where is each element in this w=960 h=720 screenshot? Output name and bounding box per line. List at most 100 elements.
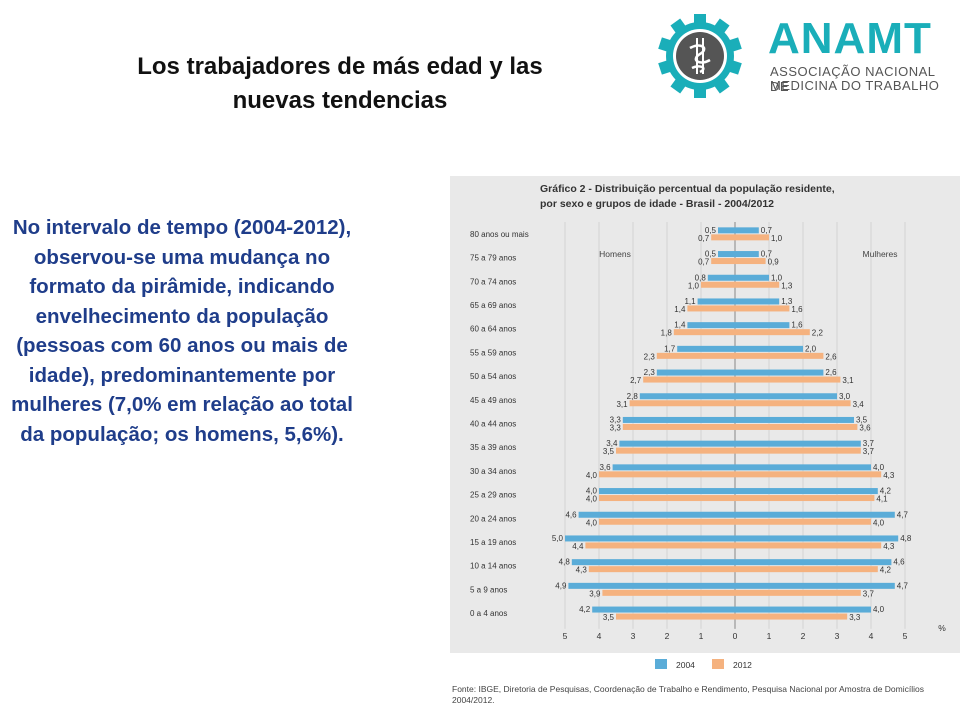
x-tick-label: 1 [699, 631, 704, 641]
age-group-label: 65 a 69 anos [470, 301, 516, 310]
bar-women-2012 [735, 400, 851, 407]
data-label-men-2012: 3,9 [589, 589, 601, 598]
bar-women-2004 [735, 606, 871, 613]
data-label-women-2012: 2,2 [812, 329, 824, 338]
data-label-women-2004: 4,7 [897, 581, 909, 590]
age-group-label: 80 anos ou mais [470, 230, 529, 239]
bar-women-2004 [735, 345, 803, 352]
bar-women-2012 [735, 281, 780, 288]
data-label-men-2012: 1,0 [688, 281, 700, 290]
bar-men-2004 [622, 416, 735, 423]
bar-men-2004 [568, 582, 735, 589]
bar-women-2012 [735, 305, 790, 312]
bar-men-2012 [643, 376, 735, 383]
data-label-women-2012: 4,3 [883, 471, 895, 480]
bar-women-2012 [735, 447, 861, 454]
bar-men-2004 [578, 511, 735, 518]
data-label-men-2004: 3,3 [610, 415, 622, 424]
data-label-women-2012: 4,2 [880, 566, 892, 575]
bar-men-2004 [619, 440, 735, 447]
bar-men-2004 [612, 464, 735, 471]
data-label-women-2004: 0,7 [761, 226, 773, 235]
data-label-men-2012: 1,8 [661, 329, 673, 338]
data-label-men-2004: 0,5 [705, 226, 717, 235]
data-label-women-2012: 3,4 [853, 400, 865, 409]
bar-men-2004 [687, 322, 735, 329]
data-label-men-2012: 4,0 [586, 495, 598, 504]
x-tick-label: 3 [835, 631, 840, 641]
bar-women-2004 [735, 251, 759, 258]
data-label-men-2012: 0,7 [698, 234, 710, 243]
data-label-women-2012: 2,6 [825, 352, 837, 361]
bar-women-2004 [735, 511, 895, 518]
data-label-women-2012: 4,0 [873, 518, 885, 527]
bar-men-2012 [711, 258, 735, 265]
age-group-label: 75 a 79 anos [470, 254, 516, 263]
legend-label-2012: 2012 [733, 660, 752, 670]
bar-men-2004 [718, 227, 735, 234]
data-label-women-2004: 1,0 [771, 273, 783, 282]
age-group-label: 5 a 9 anos [470, 585, 507, 594]
data-label-women-2004: 3,0 [839, 392, 851, 401]
right-side-label: Mulheres [863, 249, 898, 259]
left-side-label: Homens [599, 249, 631, 259]
bar-men-2004 [677, 345, 735, 352]
anamt-logo: ANAMT ASSOCIAÇÃO NACIONAL DE MEDICINA DO… [650, 12, 950, 100]
x-tick-label: 4 [869, 631, 874, 641]
data-label-men-2012: 4,3 [576, 566, 588, 575]
bar-men-2012 [616, 447, 735, 454]
data-label-men-2012: 3,1 [616, 400, 628, 409]
data-label-men-2012: 2,3 [644, 352, 656, 361]
bar-women-2004 [735, 369, 824, 376]
x-tick-label: 5 [563, 631, 568, 641]
data-label-men-2004: 2,8 [627, 392, 639, 401]
bar-men-2012 [599, 471, 735, 478]
data-label-men-2012: 0,7 [698, 258, 710, 267]
age-group-label: 30 a 34 anos [470, 467, 516, 476]
data-label-men-2004: 4,9 [555, 581, 567, 590]
data-label-men-2004: 1,1 [684, 297, 696, 306]
bar-men-2004 [565, 535, 735, 542]
bar-women-2012 [735, 258, 766, 265]
data-label-men-2004: 1,4 [674, 321, 686, 330]
data-label-women-2004: 2,0 [805, 344, 817, 353]
x-unit-label: % [938, 623, 946, 633]
bar-men-2012 [585, 542, 735, 549]
data-label-women-2004: 4,8 [900, 534, 912, 543]
bar-women-2004 [735, 416, 854, 423]
age-group-label: 25 a 29 anos [470, 491, 516, 500]
x-tick-label: 3 [631, 631, 636, 641]
data-label-men-2004: 5,0 [552, 534, 564, 543]
data-label-men-2004: 1,7 [664, 344, 676, 353]
bar-men-2004 [592, 606, 735, 613]
data-label-men-2012: 1,4 [674, 305, 686, 314]
logo-subtitle-line-2: MEDICINA DO TRABALHO [770, 78, 940, 93]
bar-women-2012 [735, 518, 871, 525]
bar-men-2012 [616, 613, 735, 620]
data-label-men-2012: 4,4 [572, 542, 584, 551]
data-label-men-2004: 2,3 [644, 368, 656, 377]
data-label-men-2012: 2,7 [630, 376, 642, 385]
data-label-men-2012: 4,0 [586, 518, 598, 527]
chart-panel [450, 176, 960, 653]
x-tick-label: 0 [733, 631, 738, 641]
age-group-label: 10 a 14 anos [470, 562, 516, 571]
bar-men-2012 [701, 281, 735, 288]
age-group-label: 0 a 4 anos [470, 609, 507, 618]
data-label-women-2004: 4,7 [897, 510, 909, 519]
legend-swatch-2012 [712, 659, 724, 669]
slide-title-line-2: nuevas tendencias [232, 87, 448, 114]
slide-title-line-1: Los trabajadores de más edad y las [137, 53, 543, 80]
age-group-label: 50 a 54 anos [470, 372, 516, 381]
chart-title-line-1: Gráfico 2 - Distribuição percentual da p… [540, 183, 835, 195]
bar-women-2012 [735, 542, 882, 549]
data-label-women-2012: 3,7 [863, 447, 875, 456]
data-label-women-2012: 3,7 [863, 589, 875, 598]
data-label-men-2012: 3,5 [603, 447, 615, 456]
data-label-women-2004: 3,7 [863, 439, 875, 448]
data-label-women-2004: 3,5 [856, 415, 868, 424]
data-label-men-2004: 4,2 [579, 605, 591, 614]
bar-men-2012 [602, 589, 735, 596]
bar-women-2012 [735, 471, 882, 478]
chart-source-line-1: Fonte: IBGE, Diretoria de Pesquisas, Coo… [452, 684, 924, 694]
